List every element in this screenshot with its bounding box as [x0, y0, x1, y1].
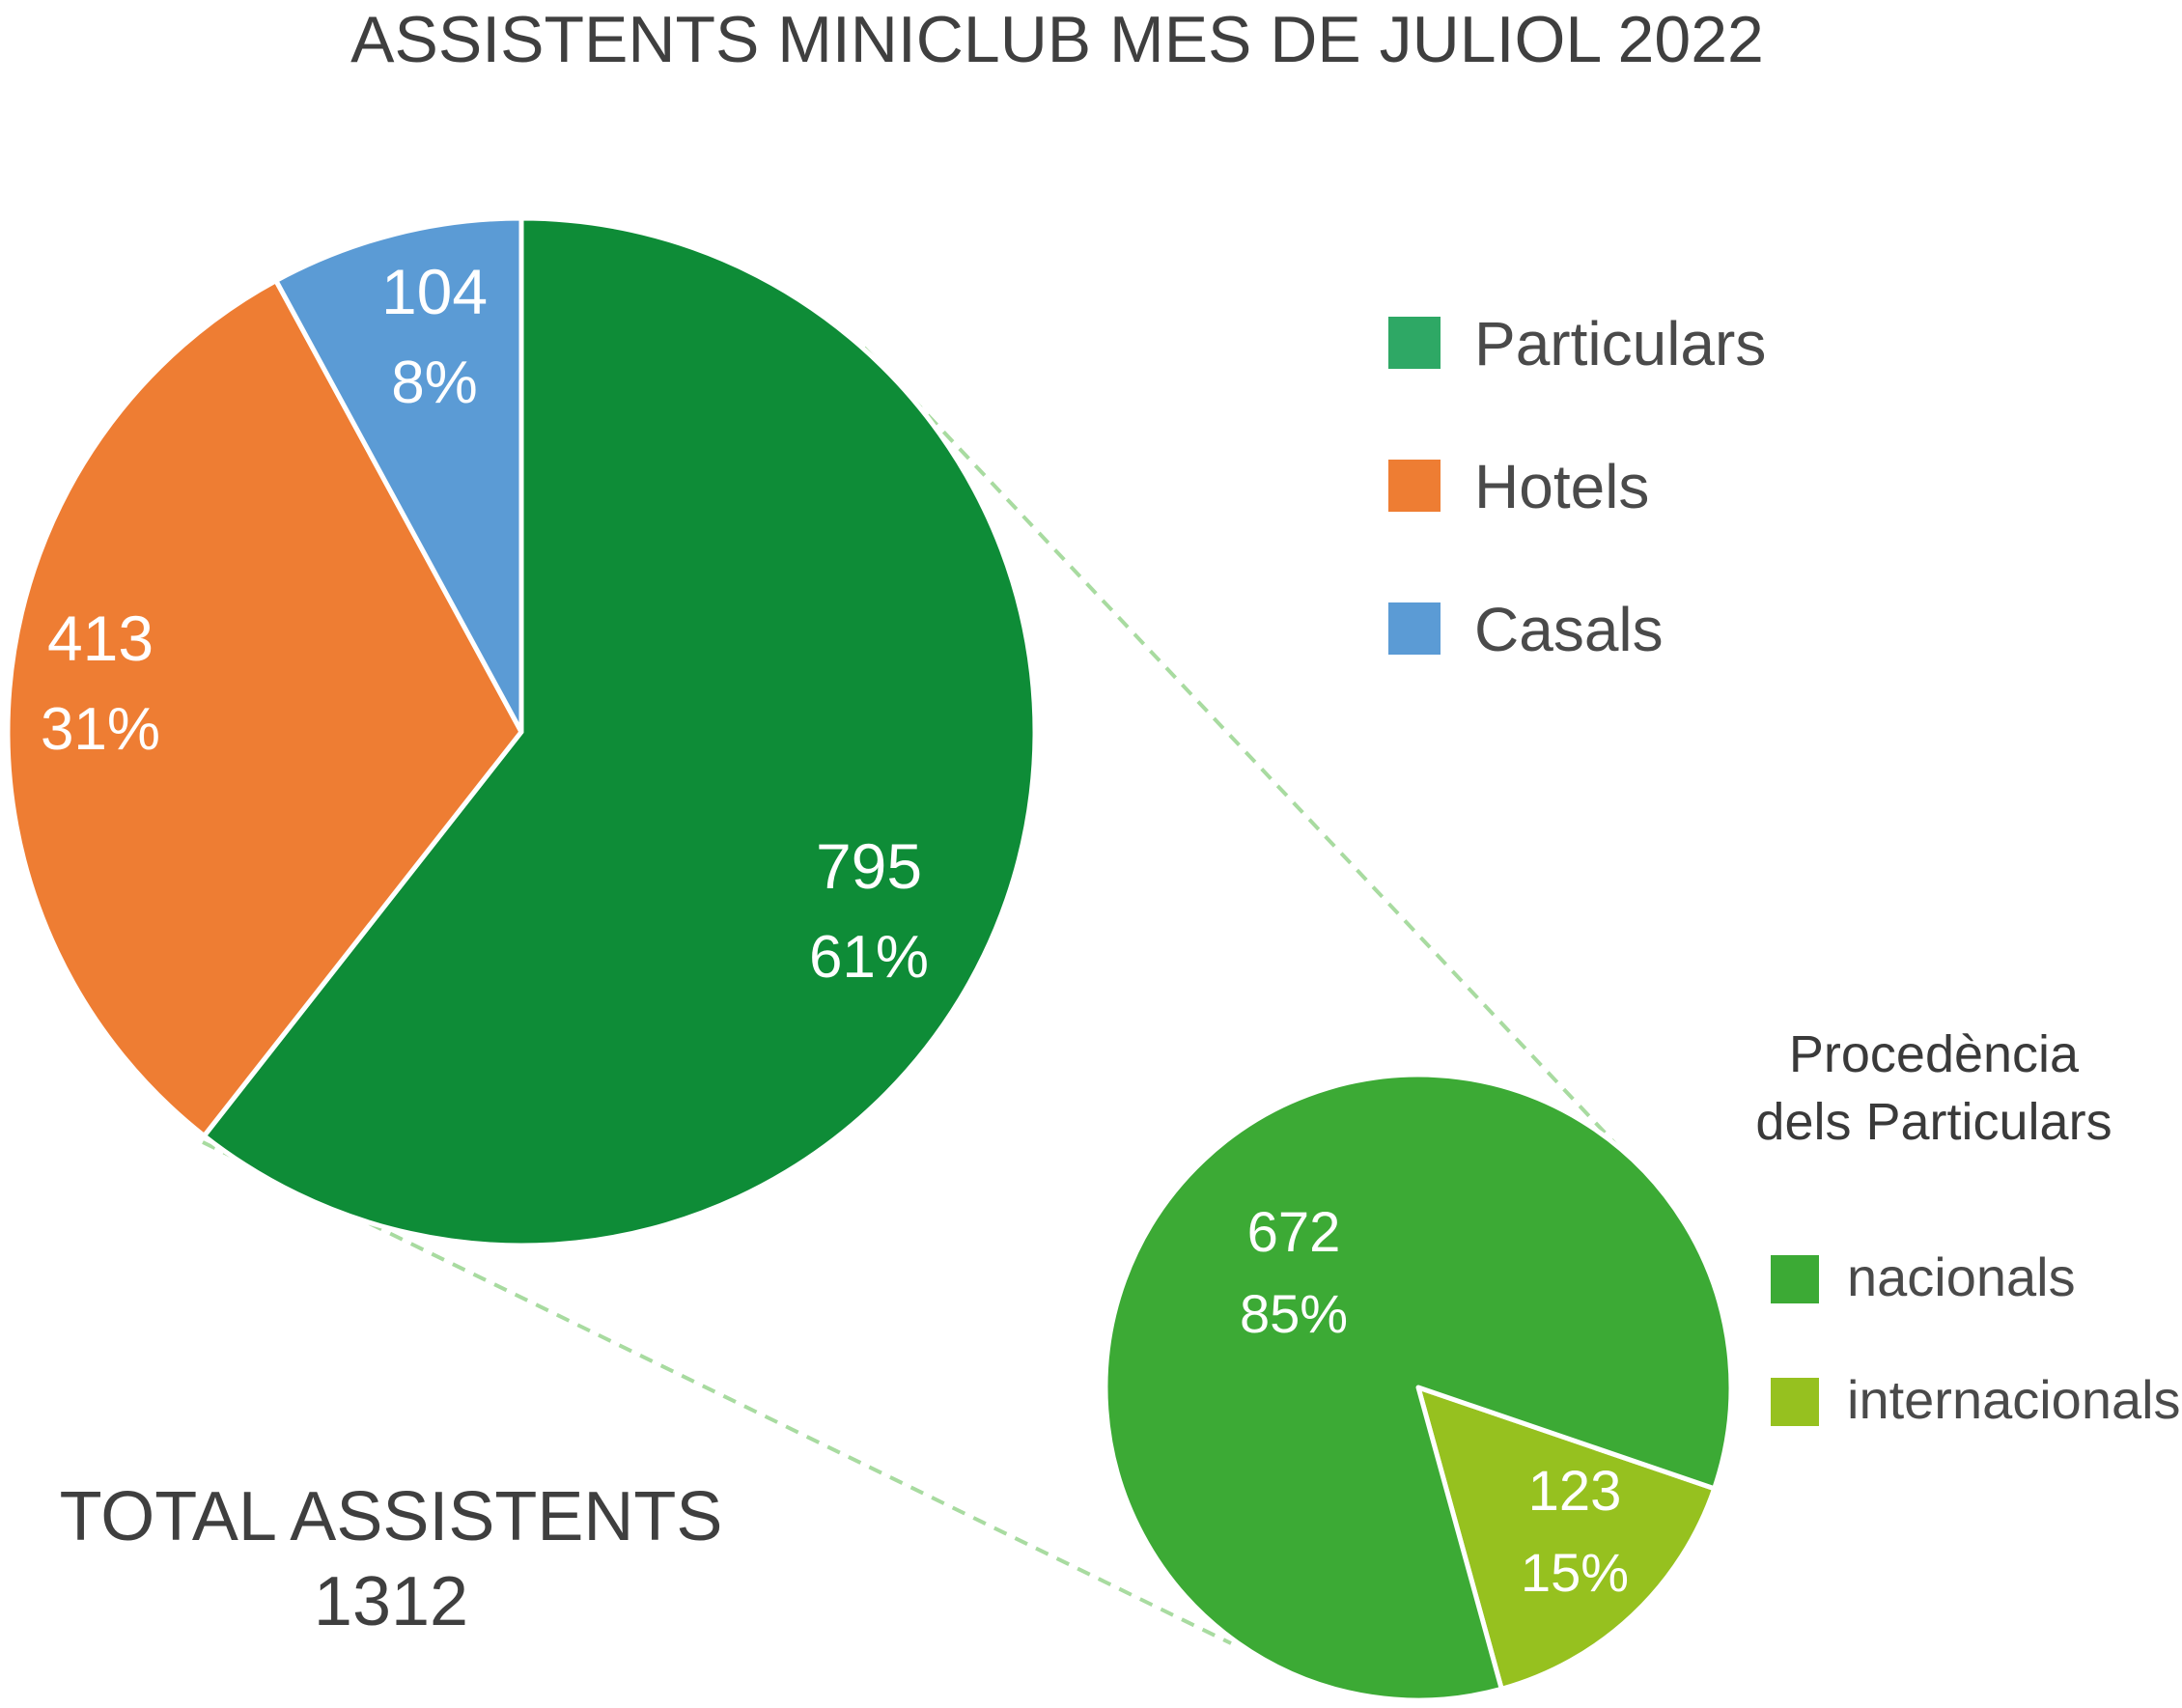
data-label-value-nacionals: 672 [1247, 1201, 1341, 1264]
legend-label-hotels: Hotels [1474, 452, 1649, 521]
legend-label-casals: Casals [1474, 595, 1664, 664]
sub-chart-title-line2: dels Particulars [1755, 1093, 2112, 1151]
pie-slice-casals [273, 215, 524, 735]
total-value: 1312 [314, 1563, 468, 1640]
sub-pie [1103, 1072, 1734, 1703]
data-label-value-casals: 104 [381, 256, 488, 327]
data-label-value-internacionals: 123 [1528, 1460, 1622, 1523]
legend-swatch-nacionals [1771, 1255, 1819, 1303]
main-pie [5, 215, 1038, 1248]
pie-slice-particulars [201, 215, 1038, 1248]
pie-slice-internacionals [1415, 1385, 1718, 1692]
pie-slice-nacionals [1103, 1072, 1734, 1703]
data-label-value-hotels: 413 [47, 602, 154, 674]
sub-pie-labels: 123 15% 672 85% [1240, 1201, 1629, 1603]
legend-swatch-internacionals [1771, 1378, 1819, 1426]
chart-title: ASSISTENTS MINICLUB MES DE JULIOL 2022 [350, 3, 1764, 76]
legend-label-nacionals: nacionals [1847, 1246, 2076, 1307]
legend-label-internacionals: internacionals [1847, 1369, 2181, 1430]
main-pie-labels: 795 61% 413 31% 104 8% [41, 256, 929, 991]
sub-chart-title-line1: Procedència [1789, 1025, 2080, 1083]
legend-label-particulars: Particulars [1474, 309, 1766, 378]
legend-swatch-hotels [1388, 460, 1441, 512]
total-label: TOTAL ASSISTENTS [60, 1478, 723, 1555]
sub-legend: nacionals internacionals [1771, 1246, 2181, 1430]
main-legend: Particulars Hotels Casals [1388, 309, 1766, 664]
data-label-percent-casals: 8% [391, 350, 478, 416]
data-label-percent-nacionals: 85% [1240, 1283, 1348, 1344]
pie-slice-hotels [5, 278, 524, 1138]
legend-swatch-casals [1388, 602, 1441, 655]
legend-swatch-particulars [1388, 317, 1441, 369]
data-label-percent-hotels: 31% [41, 696, 160, 763]
data-label-percent-internacionals: 15% [1521, 1542, 1629, 1603]
data-label-value-particulars: 795 [816, 830, 922, 902]
data-label-percent-particulars: 61% [809, 924, 929, 991]
